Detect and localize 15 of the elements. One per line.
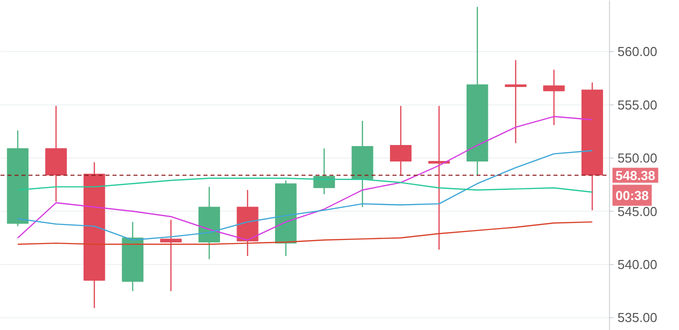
text: 00:38 [616,188,649,203]
candlestick [504,60,526,144]
line-series [17,150,593,241]
ref-line-label: 548.38 [616,168,656,183]
y-tick-label: 560.00 [618,44,658,60]
candlestick [390,105,412,176]
candlestick [543,69,565,126]
candlestick [160,219,182,292]
y-tick-label: 550.00 [618,150,658,166]
y-tick-label: 535.00 [618,310,658,326]
line-series [17,116,593,241]
y-tick-label: 555.00 [618,97,658,112]
y-tick-label: 540.00 [618,257,658,272]
line-series [17,221,593,245]
y-tick-label: 545.00 [618,204,658,219]
